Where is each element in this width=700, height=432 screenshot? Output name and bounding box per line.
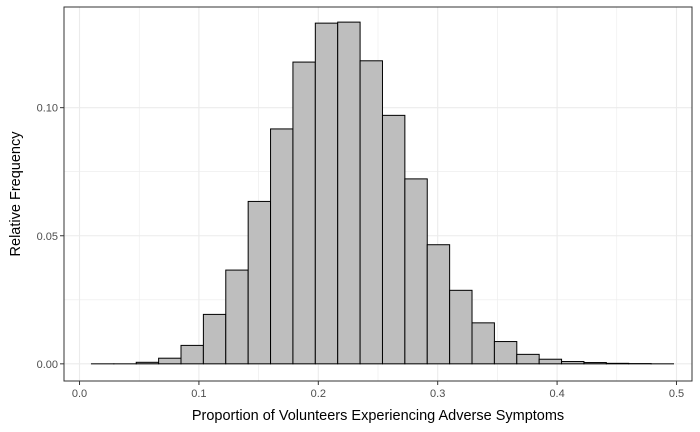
histogram-bar <box>270 128 294 365</box>
histogram-bar <box>471 322 495 365</box>
x-tick-label: 0.0 <box>72 388 87 400</box>
histogram-bar <box>314 22 339 365</box>
histogram-bar <box>180 344 204 365</box>
x-axis-ticks: 0.0 0.1 0.2 0.3 0.4 0.5 <box>72 381 684 400</box>
histogram-bar <box>337 21 361 365</box>
histogram-bar <box>135 361 160 365</box>
histogram-bar <box>493 341 518 365</box>
histogram-bar <box>426 244 451 365</box>
histogram-bar <box>516 353 540 365</box>
x-tick-label: 0.4 <box>549 388 564 400</box>
y-axis-title: Relative Frequency <box>8 131 24 257</box>
x-tick-label: 0.5 <box>669 388 684 400</box>
histogram-bar <box>605 362 630 365</box>
y-tick-label: 0.10 <box>37 103 58 115</box>
histogram-bar <box>158 357 182 365</box>
x-tick-label: 0.3 <box>430 388 445 400</box>
histogram-bar <box>292 61 316 365</box>
histogram-bar <box>202 313 227 365</box>
histogram-bar <box>538 358 563 365</box>
histogram-bar <box>247 200 272 365</box>
y-tick-label: 0.00 <box>37 359 58 371</box>
histogram-bar <box>404 178 428 365</box>
histogram-bar <box>225 269 249 365</box>
y-axis-ticks: 0.00 0.05 0.10 <box>37 103 64 371</box>
histogram-bar <box>359 60 383 365</box>
histogram-bar <box>583 362 607 365</box>
x-tick-label: 0.1 <box>191 388 206 400</box>
histogram-bars <box>90 21 674 365</box>
histogram-bar <box>449 289 473 365</box>
histogram-bar <box>381 114 406 365</box>
x-tick-label: 0.2 <box>311 388 326 400</box>
x-axis-title: Proportion of Volunteers Experiencing Ad… <box>192 408 564 424</box>
y-tick-label: 0.05 <box>37 231 58 243</box>
histogram-bar <box>561 361 585 365</box>
panel-border <box>63 6 693 382</box>
